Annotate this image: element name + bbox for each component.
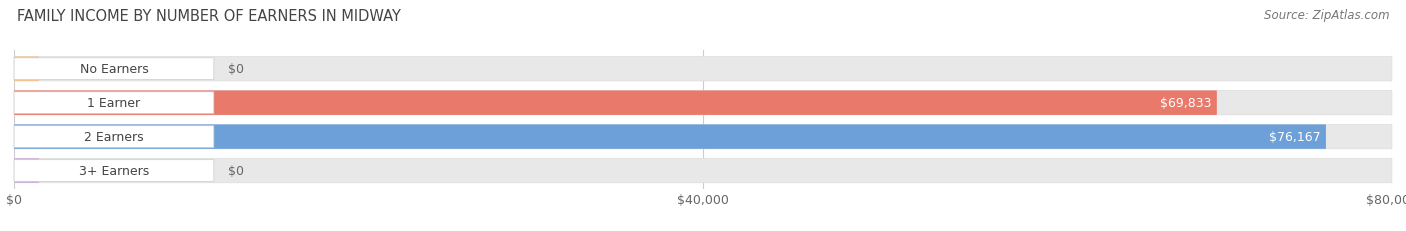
FancyBboxPatch shape bbox=[14, 159, 1392, 183]
FancyBboxPatch shape bbox=[14, 125, 1392, 149]
FancyBboxPatch shape bbox=[14, 159, 39, 183]
Text: $69,833: $69,833 bbox=[1160, 97, 1212, 110]
FancyBboxPatch shape bbox=[14, 57, 1392, 82]
Text: Source: ZipAtlas.com: Source: ZipAtlas.com bbox=[1264, 9, 1389, 22]
Text: No Earners: No Earners bbox=[80, 63, 148, 76]
Text: $0: $0 bbox=[228, 63, 243, 76]
FancyBboxPatch shape bbox=[14, 59, 214, 80]
Text: $0: $0 bbox=[228, 164, 243, 177]
Text: FAMILY INCOME BY NUMBER OF EARNERS IN MIDWAY: FAMILY INCOME BY NUMBER OF EARNERS IN MI… bbox=[17, 9, 401, 24]
Text: 3+ Earners: 3+ Earners bbox=[79, 164, 149, 177]
Text: 2 Earners: 2 Earners bbox=[84, 131, 143, 143]
FancyBboxPatch shape bbox=[14, 57, 39, 82]
Text: $76,167: $76,167 bbox=[1268, 131, 1320, 143]
Text: 1 Earner: 1 Earner bbox=[87, 97, 141, 110]
FancyBboxPatch shape bbox=[14, 125, 1326, 149]
FancyBboxPatch shape bbox=[14, 91, 1392, 116]
FancyBboxPatch shape bbox=[14, 92, 214, 114]
FancyBboxPatch shape bbox=[14, 160, 214, 182]
FancyBboxPatch shape bbox=[14, 91, 1216, 116]
FancyBboxPatch shape bbox=[14, 126, 214, 148]
